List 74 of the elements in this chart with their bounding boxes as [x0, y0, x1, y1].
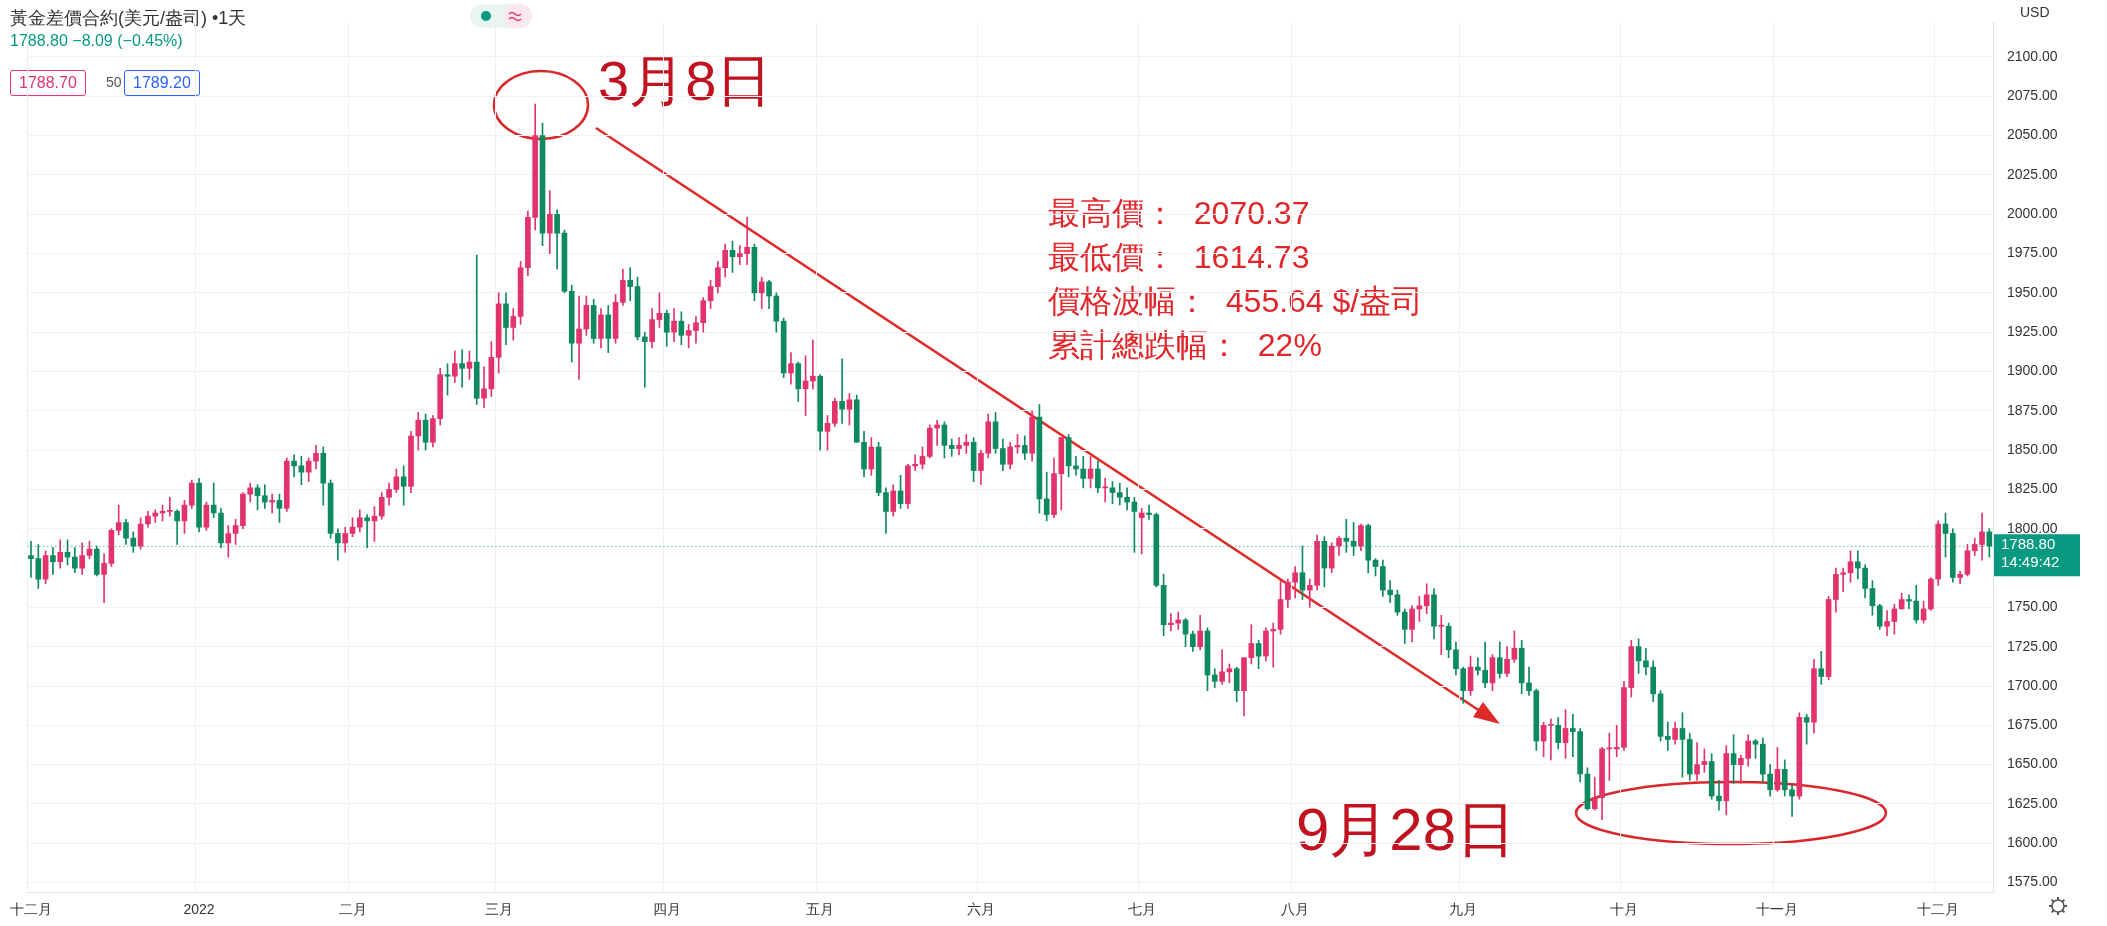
candlestick [101, 553, 107, 603]
candlestick [210, 482, 217, 519]
candlestick [948, 438, 955, 457]
y-tick-label: 2075.00 [2007, 87, 2058, 104]
chart-title: 黃金差價合約(美元/盎司) •1天 [10, 7, 247, 30]
candlestick [473, 254, 480, 405]
y-tick-label: 2025.00 [2007, 165, 2058, 182]
candlestick [627, 267, 634, 302]
candlestick [269, 493, 275, 514]
candlestick [1906, 594, 1912, 610]
candlestick [810, 339, 816, 390]
y-tick-label: 1600.00 [2007, 834, 2058, 851]
y-tick-label: 1625.00 [2007, 794, 2058, 811]
annotation: 1789.20 [124, 70, 200, 96]
candlestick [576, 295, 582, 380]
candlestick [262, 484, 268, 509]
y-tick-label: 1975.00 [2007, 244, 2058, 261]
candlestick [459, 349, 465, 388]
candlestick [1138, 507, 1145, 555]
candlestick [1438, 614, 1445, 655]
y-tick-label: 1900.00 [2007, 362, 2058, 379]
x-tick-label: 十月 [1609, 901, 1638, 918]
y-tick-label: 1950.00 [2007, 283, 2058, 300]
candlestick [1270, 622, 1277, 668]
candlestick [1854, 550, 1861, 580]
candlestick [1343, 518, 1350, 553]
candlestick [1694, 742, 1700, 781]
annotation: 9月28日 [1296, 795, 1517, 865]
candlestick [167, 496, 173, 517]
y-tick-label: 1675.00 [2007, 716, 2058, 733]
y-tick-label: 1725.00 [2007, 637, 2058, 654]
y-tick-label: 1825.00 [2007, 480, 2058, 497]
y-tick-label: 1875.00 [2007, 401, 2058, 418]
candlestick [1387, 580, 1393, 603]
x-tick-label: 十二月 [1917, 901, 1960, 918]
y-tick-label: 1850.00 [2007, 440, 2058, 457]
candlestick [912, 454, 919, 471]
ref-line-label: 1788.80 14:49:42 [2001, 534, 2060, 570]
y-tick-label: 1800.00 [2007, 519, 2058, 536]
candlestick [1884, 610, 1890, 637]
y-tick-label: 1700.00 [2007, 676, 2058, 693]
x-tick-label: 九月 [1449, 901, 1478, 918]
x-tick-label: 六月 [966, 901, 995, 918]
x-tick-label: 二月 [338, 901, 367, 918]
y-tick-label: 1750.00 [2007, 598, 2058, 615]
x-tick-label: 七月 [1127, 901, 1156, 918]
candlestick [641, 331, 648, 388]
candlestick [50, 547, 56, 575]
y-tick-label: 2100.00 [2007, 47, 2058, 64]
candlestick [481, 366, 487, 408]
x-tick-label: 五月 [806, 901, 835, 918]
y-tick-label: 2000.00 [2007, 205, 2058, 222]
y-tick-label: 2050.00 [2007, 126, 2058, 143]
candlestick [1665, 721, 1671, 751]
candlestick [956, 437, 962, 456]
annotation: 1788.70 [10, 70, 86, 96]
x-tick-label: 三月 [484, 901, 513, 918]
annotation: 50 [106, 74, 122, 90]
y-axis-title: USD [2020, 4, 2050, 20]
x-tick-label: 八月 [1281, 901, 1310, 918]
y-tick-label: 1925.00 [2007, 323, 2058, 340]
x-tick-label: 十一月 [1756, 901, 1799, 918]
x-tick-label: 十二月 [10, 901, 52, 918]
x-tick-label: 2022 [183, 901, 215, 918]
candlestick [364, 514, 370, 548]
candlestick [1168, 613, 1174, 632]
y-tick-label: 1650.00 [2007, 755, 2058, 772]
x-tick-label: 四月 [652, 901, 681, 918]
candlestick [1716, 780, 1722, 811]
y-tick-label: 1575.00 [2007, 873, 2058, 890]
candlestick [1643, 647, 1649, 676]
candlestick [1548, 718, 1554, 761]
annotation: 1788.80 −8.09 (−0.45%) [10, 32, 183, 50]
candlestick [839, 358, 845, 424]
